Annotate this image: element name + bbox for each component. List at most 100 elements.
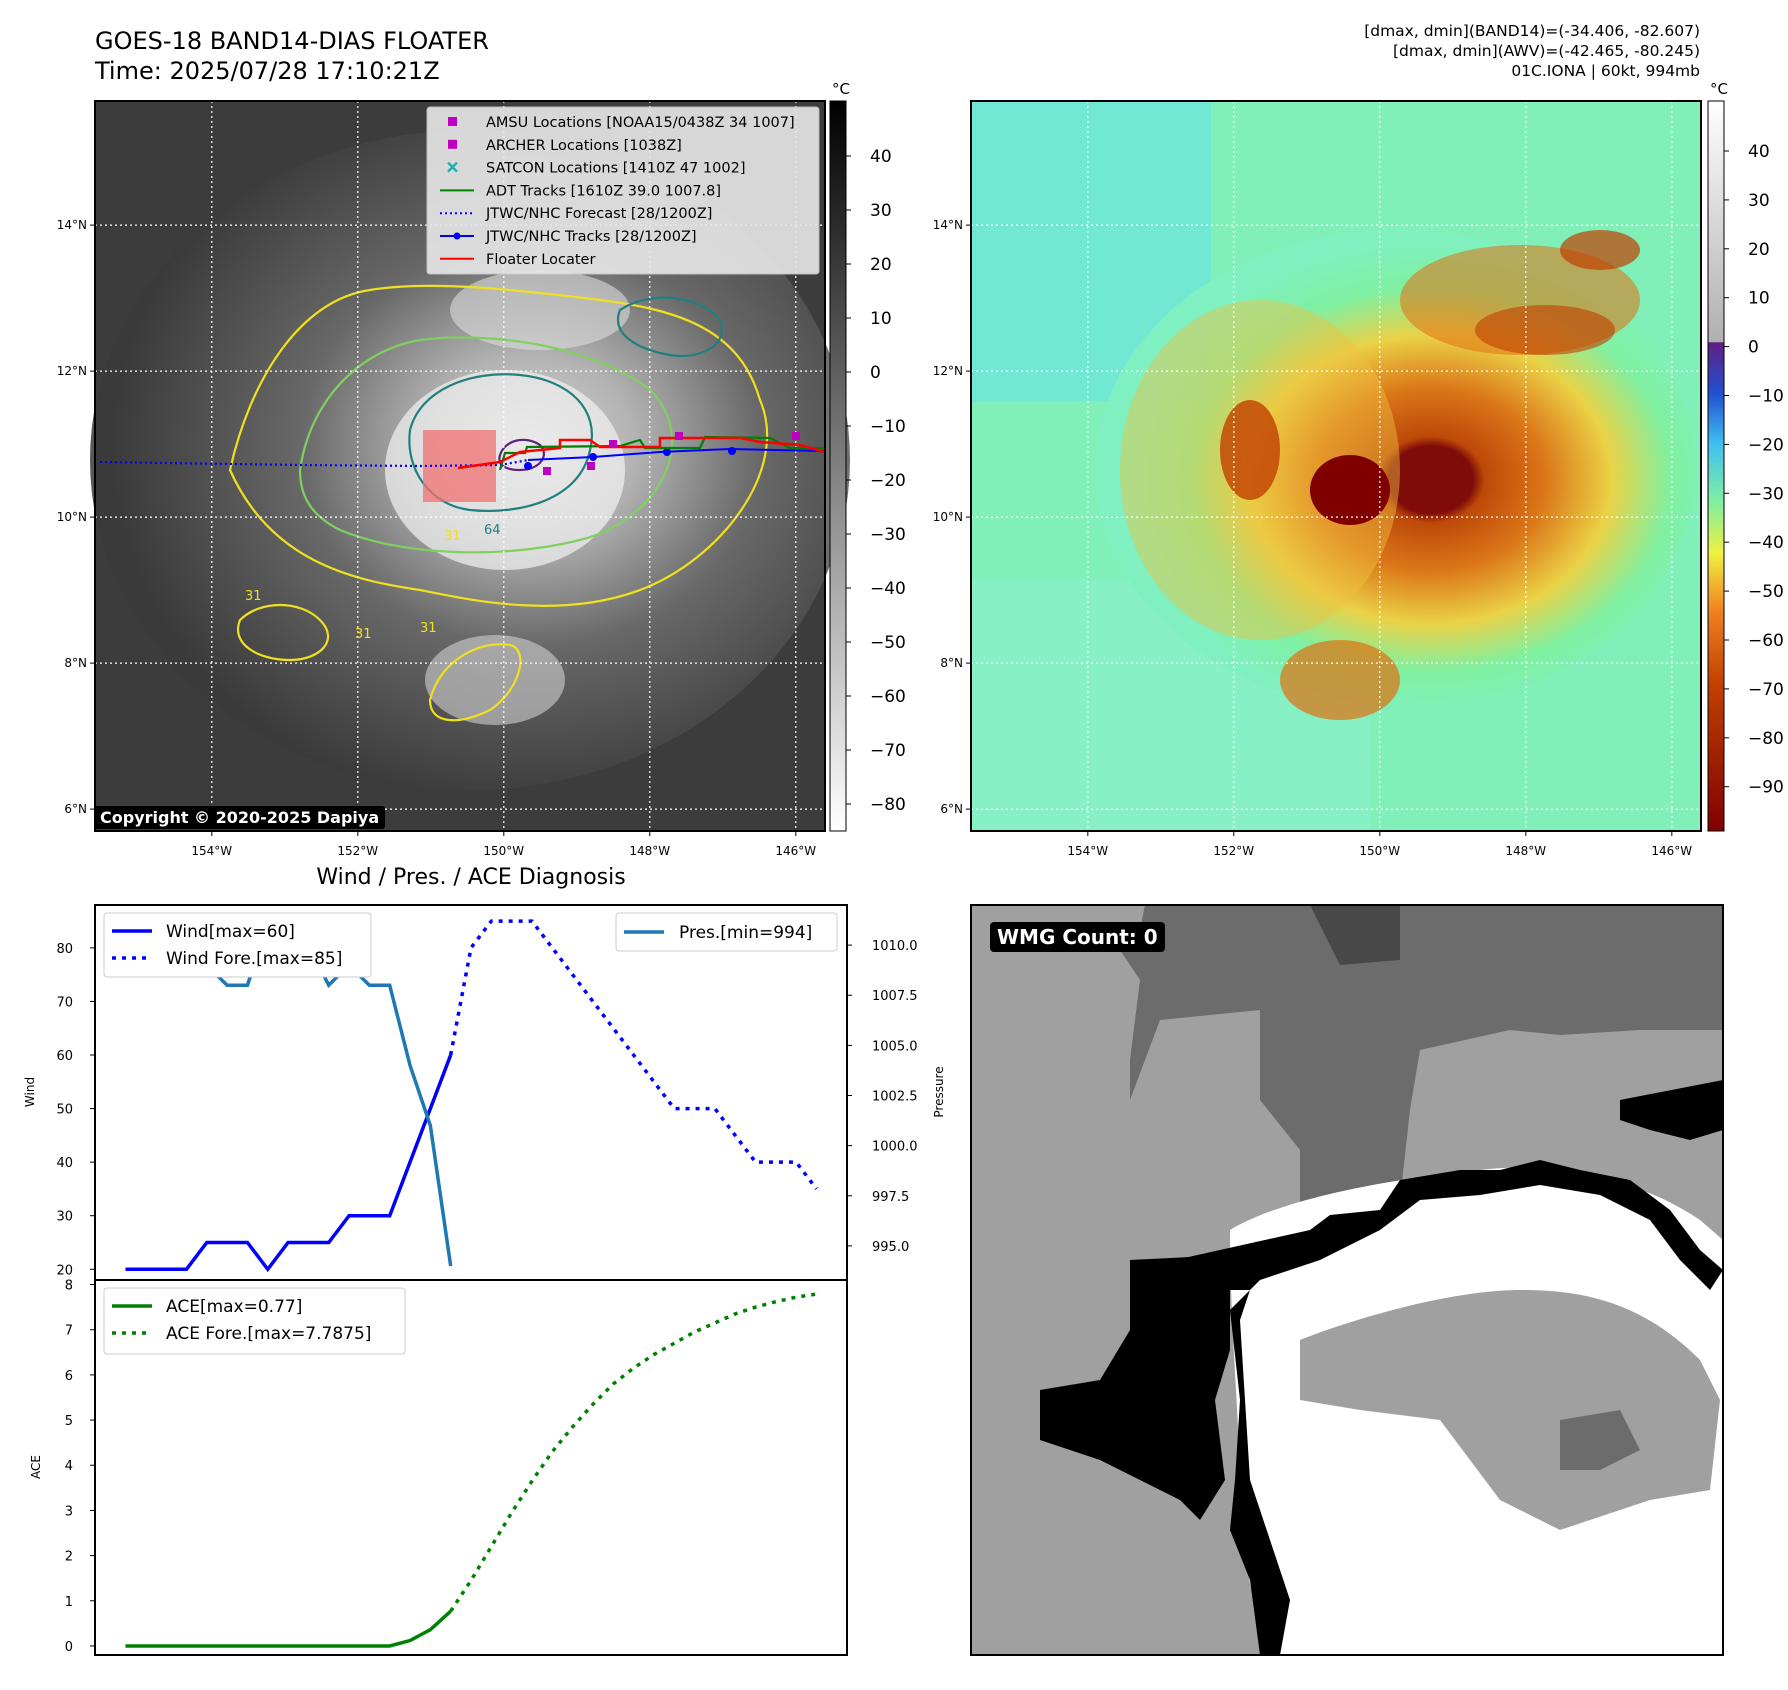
- diagnosis-title: Wind / Pres. / ACE Diagnosis: [316, 865, 625, 890]
- colorbar-tick-label: 40: [870, 147, 892, 167]
- lat-tick-label: 14°N: [57, 218, 87, 232]
- wind-legend: Wind[max=60] Wind Fore.[max=85] Pres.[min=…: [103, 912, 838, 978]
- colorbar-tick-label: −80: [870, 795, 906, 815]
- legend-marker-x: [447, 161, 458, 173]
- lon-tick-label: 150°W: [1359, 844, 1400, 858]
- ace-tick-label: 5: [65, 1414, 73, 1429]
- info-storm: 01C.IONA | 60kt, 994mb: [1511, 62, 1700, 80]
- colorbar-gray: °C 40 30 20 10 0 −10 −20 −30 −40 −50 −60 −70 −80: [829, 80, 906, 832]
- jtwc-track: [527, 447, 826, 461]
- legend-label: Pres.[min=994]: [679, 923, 812, 943]
- colorbar-tick-label: −60: [1748, 631, 1784, 651]
- cloud-core: [385, 370, 625, 570]
- contour-label: 31: [420, 621, 437, 636]
- pressure-tick-label: 1002.5: [872, 1090, 918, 1105]
- wind-pres-chart: Wind / Pres. / ACE Diagnosis 20 30 40 50 60 7…: [23, 865, 946, 1281]
- lat-tick-label: 10°N: [933, 510, 963, 524]
- ace-tick-label: 1: [65, 1595, 73, 1610]
- colorbar-tick-label: 40: [1748, 142, 1770, 162]
- legend-label: ADT Tracks [1610Z 39.0 1007.8]: [486, 183, 721, 199]
- wind-tick-label: 50: [56, 1103, 73, 1118]
- pressure-tick-label: 997.5: [872, 1190, 909, 1205]
- pressure-tick-label: 1005.0: [872, 1039, 918, 1054]
- series-line: [449, 1292, 817, 1613]
- wmg-panel: [970, 904, 1724, 1656]
- legend-label: ARCHER Locations [1038Z]: [486, 138, 682, 154]
- series-line: [448, 919, 818, 1190]
- colorbar-tick-label: −70: [1748, 680, 1784, 700]
- legend-label: AMSU Locations [NOAA15/0438Z 34 1007]: [486, 115, 795, 131]
- wind-tick-label: 30: [56, 1210, 73, 1225]
- map-color-gridlines: [971, 101, 1701, 831]
- lat-tick-label: 6°N: [64, 802, 87, 816]
- ace-axis-label: ACE: [29, 1455, 43, 1479]
- colorbar-tick-label: −70: [870, 741, 906, 761]
- colorbar-tick-label: 20: [870, 255, 892, 275]
- legend-label: SATCON Locations [1410Z 47 1002]: [486, 161, 745, 177]
- wind-tick-label: 80: [56, 942, 73, 957]
- colorbar-tick-label: 30: [1748, 191, 1770, 211]
- wind-axis-label: Wind: [23, 1077, 37, 1107]
- ace-tick-label: 8: [65, 1279, 73, 1294]
- legend-label: Wind Fore.[max=85]: [166, 949, 342, 969]
- lon-tick-label: 152°W: [337, 844, 378, 858]
- colorbar-tick-label: 0: [870, 363, 881, 383]
- contour-label: 64: [484, 523, 501, 538]
- colorbar-tick-label: −40: [870, 579, 906, 599]
- legend-label: ACE[max=0.77]: [166, 1297, 302, 1317]
- map-color-frame: [970, 100, 1702, 832]
- legend-label: JTWC/NHC Tracks [28/1200Z]: [485, 229, 697, 245]
- ace-tick-label: 0: [65, 1640, 73, 1655]
- contour-label: 31: [355, 627, 372, 642]
- lat-tick-label: 12°N: [57, 364, 87, 378]
- ace-tick-label: 3: [65, 1504, 73, 1519]
- contour-label: 31: [245, 589, 262, 604]
- lon-tick-label: 150°W: [483, 844, 524, 858]
- colorbar-tick-label: −20: [870, 471, 906, 491]
- legend-label: Floater Locater: [486, 252, 595, 268]
- lon-tick-label: 148°W: [629, 844, 670, 858]
- legend-label: Wind[max=60]: [166, 922, 295, 942]
- lat-tick-label: 8°N: [940, 656, 963, 670]
- pressure-tick-label: 1000.0: [872, 1140, 918, 1155]
- wmg-region-dark: [1120, 905, 1723, 1210]
- colorbar-tick-label: −30: [870, 525, 906, 545]
- wmg-region-inner-gray: [1300, 1290, 1720, 1530]
- pressure-tick-label: 1007.5: [872, 989, 918, 1004]
- colorbar-tick-label: −50: [1748, 582, 1784, 602]
- colorbar-color-unit: °C: [1710, 80, 1728, 98]
- colorbar-tick-label: −30: [1748, 484, 1784, 504]
- wind-tick-label: 60: [56, 1049, 73, 1064]
- legend-label: ACE Fore.[max=7.7875]: [166, 1324, 371, 1344]
- title-time: Time: 2025/07/28 17:10:21Z: [95, 57, 440, 85]
- pressure-tick-label: 995.0: [872, 1240, 909, 1255]
- legend-marker-square: [448, 117, 457, 126]
- legend-marker-dot: [453, 232, 461, 240]
- floater-track: [457, 436, 826, 470]
- lon-tick-label: 152°W: [1213, 844, 1254, 858]
- lat-tick-label: 6°N: [940, 802, 963, 816]
- lat-tick-label: 14°N: [933, 218, 963, 232]
- jtwc-track-points: [524, 447, 736, 470]
- series-line: [125, 1054, 453, 1273]
- lon-tick-label: 154°W: [1067, 844, 1108, 858]
- map-legend: AMSU Locations [NOAA15/0438Z 34 1007] ARC…: [426, 106, 820, 275]
- wind-legend-box: [103, 912, 372, 978]
- copyright-badge: Copyright © 2020-2025 Dapiya: [94, 806, 386, 829]
- ace-tick-label: 7: [65, 1324, 73, 1339]
- colorbar-tick-label: −90: [1748, 778, 1784, 798]
- info-band14: [dmax, dmin](BAND14)=(-34.406, -82.607): [1364, 22, 1700, 40]
- colorbar-tick-label: −80: [1748, 729, 1784, 749]
- colorbar-tick-label: 10: [1748, 289, 1770, 309]
- wmg-region-black: [1130, 1160, 1723, 1655]
- lat-tick-label: 8°N: [64, 656, 87, 670]
- map-color-panel: 154°W 152°W 150°W 148°W 146°W 14°N 12°N 10°N 8°N…: [933, 100, 1702, 858]
- colorbar-tick-label: −20: [1748, 435, 1784, 455]
- map-ir-ticks: 154°W 152°W 150°W 148°W 146°W 14°N 12°N 10°N 8°N…: [57, 218, 817, 858]
- colorbar-tick-label: 10: [870, 309, 892, 329]
- colorbar-tick-label: 30: [870, 201, 892, 221]
- map-ir-frame: [94, 100, 826, 832]
- legend-marker-square: [448, 139, 457, 149]
- colorbar-tick-label: 0: [1748, 338, 1759, 358]
